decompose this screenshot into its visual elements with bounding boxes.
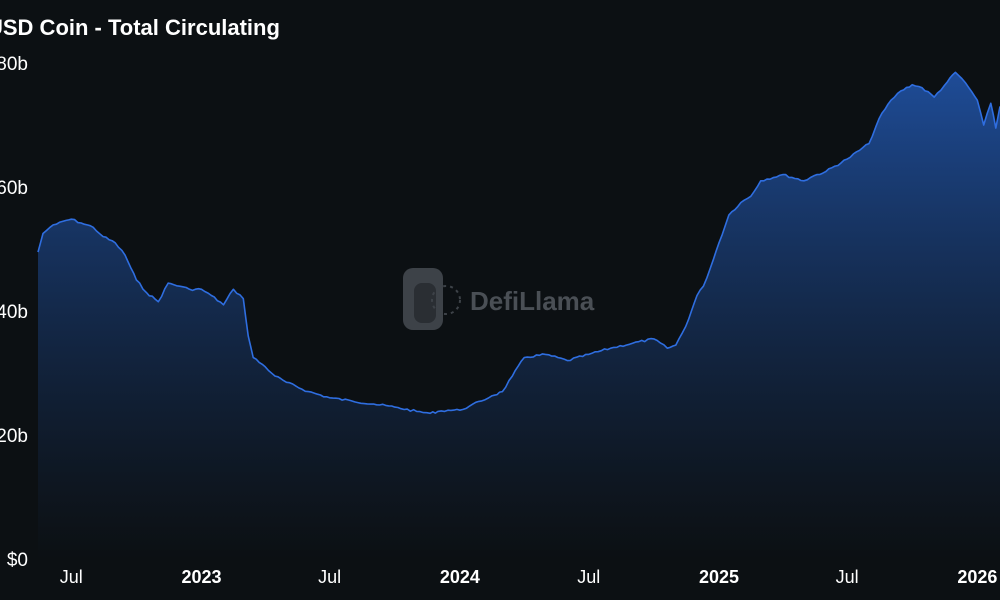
x-tick-label: 2023 [181, 567, 221, 587]
x-tick-label: 2024 [440, 567, 480, 587]
series-line [37, 71, 1000, 415]
x-tick-label: Jul [577, 567, 600, 587]
llama-logo-icon [403, 268, 461, 330]
y-tick-label: $20b [0, 426, 28, 447]
y-tick-label: $60b [0, 178, 28, 199]
y-axis: $0 $20b $40b $60b $80b [0, 54, 28, 571]
x-tick-label: Jul [60, 567, 83, 587]
area-fill [38, 72, 1000, 560]
y-tick-label: $40b [0, 302, 28, 323]
x-axis: Jul 2023 Jul 2024 Jul 2025 Jul 2026 [60, 567, 998, 587]
defillama-watermark: DefiLlama [403, 268, 595, 330]
y-tick-label: $80b [0, 54, 28, 75]
chart-title: USD Coin - Total Circulating [0, 15, 280, 40]
x-tick-label: 2026 [957, 567, 997, 587]
x-tick-label: Jul [318, 567, 341, 587]
x-tick-label: 2025 [699, 567, 739, 587]
watermark-text: DefiLlama [470, 286, 595, 316]
x-tick-label: Jul [836, 567, 859, 587]
y-tick-label: $0 [7, 550, 28, 571]
